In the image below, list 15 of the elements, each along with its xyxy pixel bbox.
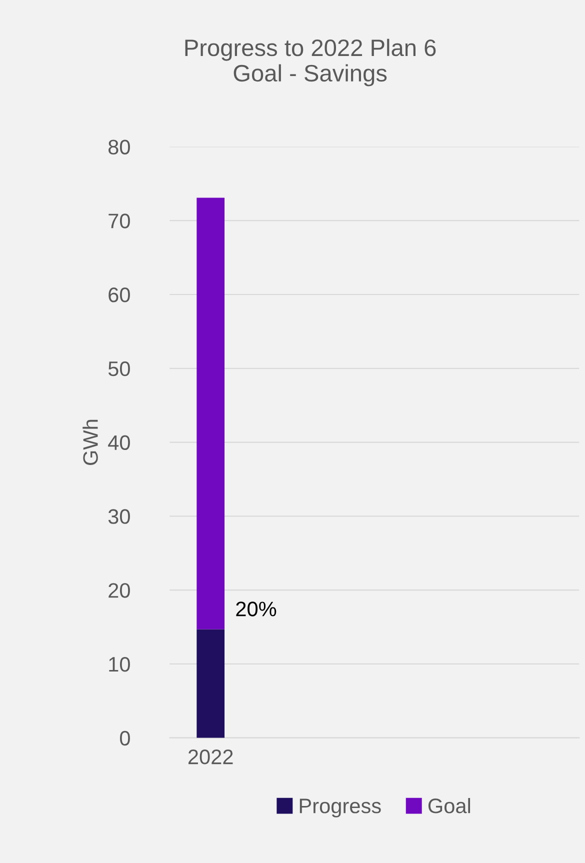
x-tick-label: 2022 — [188, 750, 233, 764]
y-tick-label: 10 — [109, 656, 130, 672]
legend-label: Progress — [300, 798, 381, 818]
y-tick-label: 80 — [108, 140, 130, 154]
annotation: 20% — [236, 602, 276, 616]
y-tick-label: 60 — [108, 288, 130, 302]
y-tick-label: 0 — [120, 730, 130, 746]
y-tick-label: 50 — [108, 361, 130, 376]
chart-title: Progress to 2022 Plan 6 Goal - Savings — [185, 38, 436, 86]
y-axis-title: GWh — [82, 420, 98, 465]
y-tick-label: 40 — [108, 435, 130, 450]
y-tick-label: 70 — [108, 214, 130, 228]
legend-label: Goal — [428, 798, 470, 814]
y-tick-label: 30 — [108, 509, 130, 524]
y-tick-label: 20 — [108, 583, 130, 598]
